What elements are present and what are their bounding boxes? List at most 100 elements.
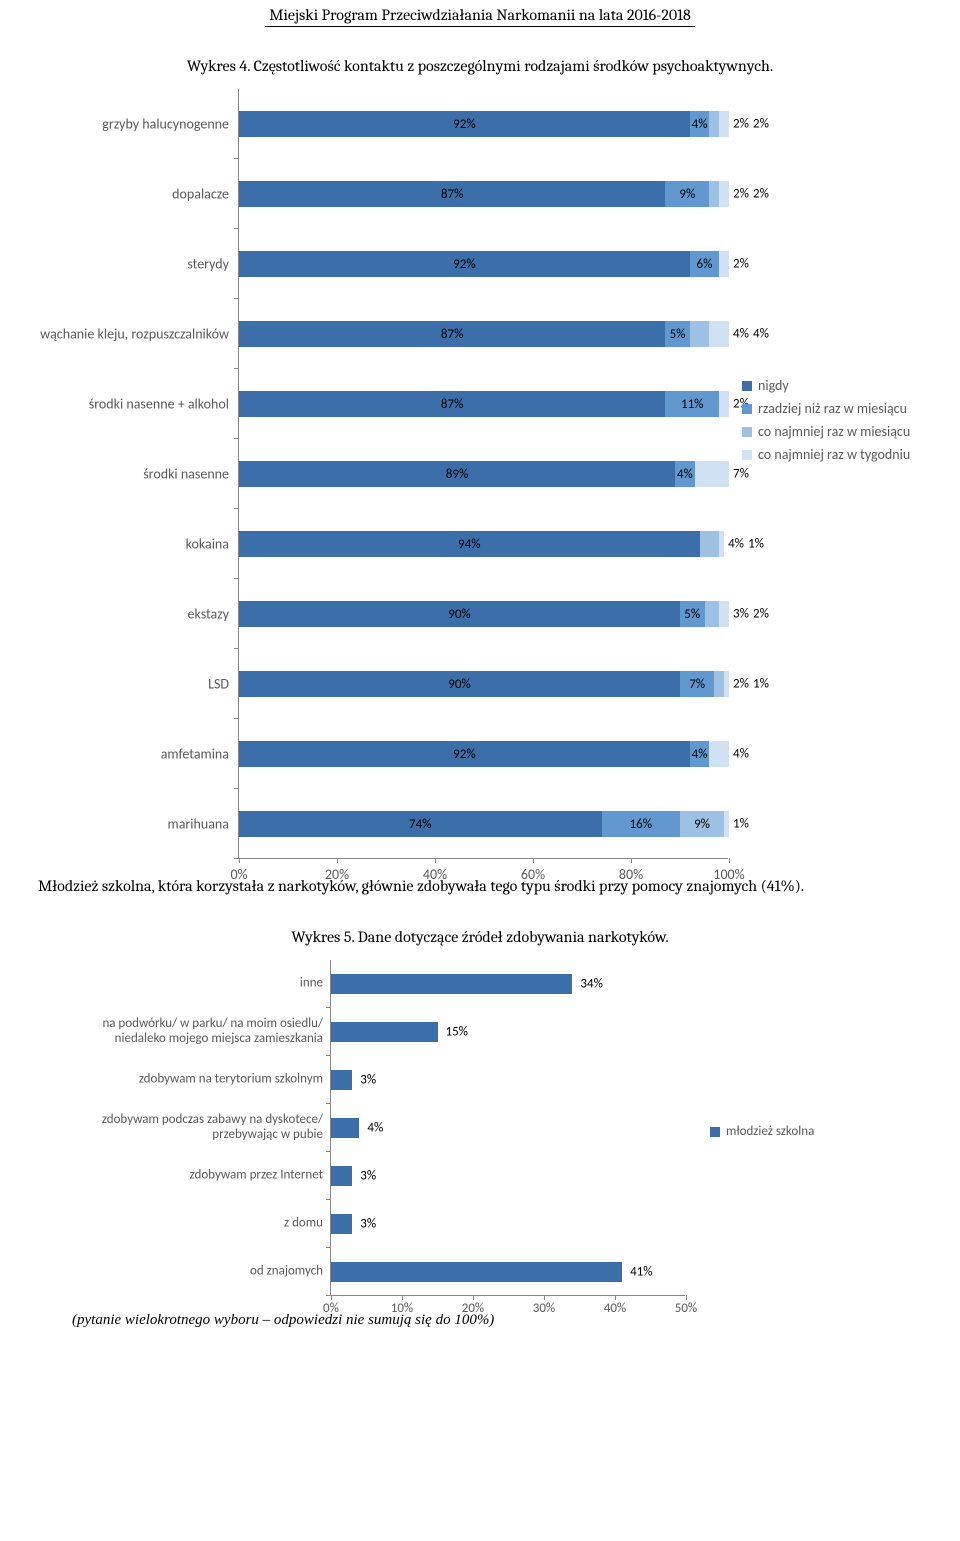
chart2-xtick: 0% xyxy=(323,1301,339,1316)
legend-item: co najmniej raz w tygodniu xyxy=(742,446,910,463)
chart2-value-label: 3% xyxy=(360,1073,376,1088)
chart1-bar: 90%7% xyxy=(239,671,729,697)
chart1-plot: grzyby halucynogenne92%4%2%2%dopalacze87… xyxy=(238,89,728,859)
chart2-row: zdobywam przez Internet3% xyxy=(331,1152,685,1200)
chart1-value-label: 4% xyxy=(728,537,744,552)
chart1-segment: 11% xyxy=(665,391,719,417)
chart1-segment: 7% xyxy=(680,671,714,697)
chart2-category-label: z domu xyxy=(69,1217,323,1232)
chart1-bar: 92%6% xyxy=(239,251,729,277)
legend-item: nigdy xyxy=(742,377,910,394)
chart2-category-label: zdobywam podczas zabawy na dyskotece/ pr… xyxy=(69,1113,323,1143)
chart1-xtick: 100% xyxy=(713,866,744,883)
chart2-category-label: na podwórku/ w parku/ na moim osiedlu/ n… xyxy=(69,1017,323,1047)
chart1-segment: 4% xyxy=(690,741,710,767)
chart1-bar: 94% xyxy=(239,531,724,557)
chart2-value-label: 34% xyxy=(580,977,602,992)
legend-label: nigdy xyxy=(758,377,789,394)
legend-item: co najmniej raz w miesiącu xyxy=(742,423,910,440)
chart1-segment xyxy=(719,111,729,137)
legend-item: młodzież szkolna xyxy=(710,1124,814,1139)
chart1-segment xyxy=(714,671,724,697)
chart1-segment xyxy=(724,811,729,837)
chart1-segment: 90% xyxy=(239,601,680,627)
chart1-value-label: 1% xyxy=(748,537,764,552)
chart1-segment: 5% xyxy=(680,601,705,627)
chart1-row: ekstazy90%5%3%2% xyxy=(239,579,728,649)
chart1-value-label: 2% xyxy=(733,677,749,692)
chart1-value-label: 3% xyxy=(733,607,749,622)
chart1-value-label: 4% xyxy=(733,747,749,762)
chart2-xtick: 10% xyxy=(391,1301,413,1316)
chart1-segment: 5% xyxy=(665,321,690,347)
legend-label: co najmniej raz w miesiącu xyxy=(758,423,910,440)
chart1-row: dopalacze87%9%2%2% xyxy=(239,159,728,229)
chart2-legend: młodzież szkolna xyxy=(710,1118,814,1145)
chart1-row: środki nasenne89%4%7% xyxy=(239,439,728,509)
chart1-segment xyxy=(719,391,729,417)
chart1-category-label: środki nasenne + alkohol xyxy=(19,396,229,413)
chart2-bar xyxy=(331,1166,352,1186)
chart1-category-label: amfetamina xyxy=(19,746,229,763)
chart1-row: amfetamina92%4%4% xyxy=(239,719,728,789)
chart1-segment: 87% xyxy=(239,391,665,417)
chart1-segment: 9% xyxy=(680,811,724,837)
chart1-category-label: grzyby halucynogenne xyxy=(19,116,229,133)
chart1-segment xyxy=(719,531,724,557)
chart2-row: zdobywam na terytorium szkolnym3% xyxy=(331,1056,685,1104)
chart1-bar: 92%4% xyxy=(239,741,729,767)
chart1-row: marihuana74%16%9%1% xyxy=(239,789,728,859)
chart1-value-label: 1% xyxy=(753,677,769,692)
chart1-segment: 92% xyxy=(239,741,690,767)
legend-label: co najmniej raz w tygodniu xyxy=(758,446,910,463)
chart2-category-label: inne xyxy=(69,977,323,992)
chart1-xtick: 20% xyxy=(325,866,349,883)
chart1-bar: 89%4% xyxy=(239,461,729,487)
chart1-segment xyxy=(695,461,729,487)
chart1-caption: Wykres 4. Częstotliwość kontaktu z poszc… xyxy=(0,57,960,75)
chart1-value-label: 2% xyxy=(753,607,769,622)
legend-label: młodzież szkolna xyxy=(726,1124,814,1139)
legend-item: rzadziej niż raz w miesiącu xyxy=(742,400,910,417)
legend-swatch xyxy=(742,450,752,460)
chart2-xtick: 50% xyxy=(675,1301,697,1316)
chart1-value-label: 2% xyxy=(753,117,769,132)
chart2-value-label: 41% xyxy=(630,1265,652,1280)
legend-swatch xyxy=(742,427,752,437)
chart2-row: na podwórku/ w parku/ na moim osiedlu/ n… xyxy=(331,1008,685,1056)
chart1-xtick: 80% xyxy=(619,866,643,883)
chart1-segment xyxy=(705,601,720,627)
chart1-segment: 89% xyxy=(239,461,675,487)
chart1-segment xyxy=(709,181,719,207)
chart1-segment: 87% xyxy=(239,181,665,207)
chart2-bar xyxy=(331,1118,359,1138)
chart1-row: kokaina94%4%1% xyxy=(239,509,728,579)
chart1-bar: 90%5% xyxy=(239,601,729,627)
chart1-row: wąchanie kleju, rozpuszczalników87%5%4%4… xyxy=(239,299,728,369)
chart1-bar: 87%9% xyxy=(239,181,729,207)
chart1-xtick: 0% xyxy=(230,866,247,883)
chart1-row: LSD90%7%2%1% xyxy=(239,649,728,719)
chart1-category-label: kokaina xyxy=(19,536,229,553)
chart1-xtick: 60% xyxy=(521,866,545,883)
chart1-category-label: dopalacze xyxy=(19,186,229,203)
chart1: grzyby halucynogenne92%4%2%2%dopalacze87… xyxy=(18,89,942,859)
chart1-segment xyxy=(719,251,729,277)
chart1-segment xyxy=(709,321,729,347)
chart2-plot: inne34%na podwórku/ w parku/ na moim osi… xyxy=(330,960,685,1296)
chart2-xtick: 30% xyxy=(533,1301,555,1316)
chart1-value-label: 2% xyxy=(733,257,749,272)
body-paragraph: Młodzież szkolna, która korzystała z nar… xyxy=(38,873,922,900)
chart2-row: zdobywam podczas zabawy na dyskotece/ pr… xyxy=(331,1104,685,1152)
chart2-category-label: od znajomych xyxy=(69,1265,323,1280)
chart2-value-label: 15% xyxy=(446,1025,468,1040)
chart2-bar xyxy=(331,1070,352,1090)
chart2-xtick: 40% xyxy=(604,1301,626,1316)
chart1-value-label: 4% xyxy=(733,327,749,342)
chart1-category-label: wąchanie kleju, rozpuszczalników xyxy=(19,326,229,343)
chart1-row: środki nasenne + alkohol87%11%2% xyxy=(239,369,728,439)
chart1-category-label: LSD xyxy=(19,676,229,693)
chart1-segment xyxy=(700,531,720,557)
legend-swatch xyxy=(742,404,752,414)
chart1-value-label: 2% xyxy=(733,117,749,132)
